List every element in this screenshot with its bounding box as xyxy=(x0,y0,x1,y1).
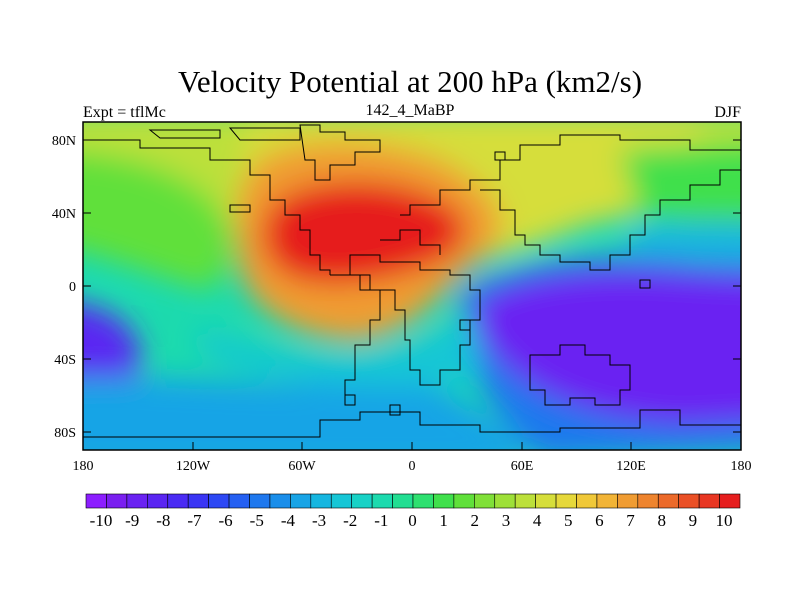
colorbar-label: -8 xyxy=(156,511,170,530)
field-lightblue-south xyxy=(83,377,520,450)
colorbar-box xyxy=(555,493,577,509)
colorbar-box xyxy=(453,493,475,509)
colorbar-box xyxy=(269,493,291,509)
colorbar-box xyxy=(167,493,189,509)
colorbar-box xyxy=(657,493,679,509)
colorbar-box xyxy=(371,493,393,509)
x-label-120e: 120E xyxy=(616,459,646,474)
colorbar-label: 2 xyxy=(471,511,480,530)
colorbar-label: 9 xyxy=(689,511,698,530)
colorbar-labels: -10 -9 -8 -7 -6 -5 -4 -3 -2 -1 0 1 2 3 4 5 6 7 8 9 10 xyxy=(90,511,733,530)
field-purple-low xyxy=(475,271,741,425)
outline-islands xyxy=(229,151,651,416)
colorbar xyxy=(85,493,741,509)
field-green-northeast xyxy=(620,142,741,227)
colorbar-box xyxy=(330,493,352,509)
colorbar-box xyxy=(678,493,700,509)
y-label-eq: 0 xyxy=(69,280,76,295)
colorbar-label: 0 xyxy=(408,511,417,530)
colorbar-box xyxy=(290,493,312,509)
colorbar-box xyxy=(106,493,128,509)
outline-greenland xyxy=(299,124,381,181)
colorbar-box xyxy=(249,493,271,509)
colorbar-label: 8 xyxy=(657,511,666,530)
field-red-core xyxy=(263,181,466,285)
field-cyan-mid xyxy=(197,310,480,387)
colorbar-label: -9 xyxy=(125,511,139,530)
colorbar-box xyxy=(637,493,659,509)
outline-arctic-canada xyxy=(148,127,301,141)
y-label-80n: 80N xyxy=(52,134,76,149)
outline-mediterranean xyxy=(380,229,441,255)
colorbar-box xyxy=(392,493,414,509)
colorbar-box xyxy=(617,493,639,509)
map-title: Velocity Potential at 200 hPa (km2/s) xyxy=(178,64,642,99)
colorbar-box xyxy=(310,493,332,509)
field-green-northwest xyxy=(83,152,231,290)
colorbar-label: -3 xyxy=(312,511,326,530)
colorbar-box xyxy=(433,493,455,509)
outline-australia xyxy=(529,344,631,406)
colorbar-label: -2 xyxy=(343,511,357,530)
outline-eurasia xyxy=(400,134,741,271)
colorbar-box xyxy=(85,493,107,509)
colorbar-label: -5 xyxy=(250,511,264,530)
y-label-40n: 40N xyxy=(52,207,76,222)
continent-outlines xyxy=(83,124,741,438)
colorbar-box xyxy=(494,493,516,509)
colorbar-box xyxy=(514,493,536,509)
subtitle-period: 142_4_MaBP xyxy=(366,102,455,119)
colorbar-label: 7 xyxy=(626,511,635,530)
colorbar-label: 6 xyxy=(595,511,604,530)
colorbar-box xyxy=(147,493,169,509)
colorbar-box xyxy=(698,493,720,509)
colorbar-box xyxy=(412,493,434,509)
x-label-180-east: 180 xyxy=(731,459,752,474)
colorbar-box xyxy=(535,493,557,509)
colorbar-label: 10 xyxy=(716,511,733,530)
subtitle-experiment: Expt = tflMc xyxy=(83,104,166,121)
colorbar-box xyxy=(596,493,618,509)
y-label-80s: 80S xyxy=(54,426,76,441)
y-tick-marks xyxy=(83,139,741,433)
colorbar-label: 3 xyxy=(502,511,511,530)
colorbar-box xyxy=(126,493,148,509)
x-label-180-west: 180 xyxy=(73,459,94,474)
colorbar-label: -6 xyxy=(219,511,233,530)
contour-field xyxy=(83,122,741,450)
colorbar-label: 4 xyxy=(533,511,542,530)
colorbar-box xyxy=(576,493,598,509)
colorbar-box xyxy=(187,493,209,509)
x-tick-marks xyxy=(82,442,742,450)
colorbar-box xyxy=(208,493,230,509)
outline-africa xyxy=(349,254,481,386)
outline-north-america xyxy=(83,139,331,275)
x-label-120w: 120W xyxy=(176,459,211,474)
x-axis-labels: 180 120W 60W 0 60E 120E 180 xyxy=(73,459,752,474)
x-label-60w: 60W xyxy=(288,459,316,474)
colorbar-label: 5 xyxy=(564,511,573,530)
colorbar-label: 1 xyxy=(439,511,448,530)
y-axis-labels: 80N 40N 0 40S 80S xyxy=(52,134,76,441)
colorbar-box xyxy=(474,493,496,509)
map-plot-area xyxy=(83,122,741,450)
colorbar-box xyxy=(228,493,250,509)
colorbar-label: -10 xyxy=(90,511,113,530)
y-label-40s: 40S xyxy=(54,353,76,368)
colorbar-box xyxy=(351,493,373,509)
field-cyan-east xyxy=(620,221,741,260)
colorbar-label: -1 xyxy=(374,511,388,530)
colorbar-box xyxy=(719,493,741,509)
x-label-0: 0 xyxy=(409,459,416,474)
subtitle-season: DJF xyxy=(714,104,741,121)
outline-antarctica xyxy=(83,409,741,438)
outline-south-america xyxy=(330,274,381,395)
x-label-60e: 60E xyxy=(511,459,534,474)
colorbar-label: -4 xyxy=(281,511,296,530)
colorbar-label: -7 xyxy=(187,511,202,530)
